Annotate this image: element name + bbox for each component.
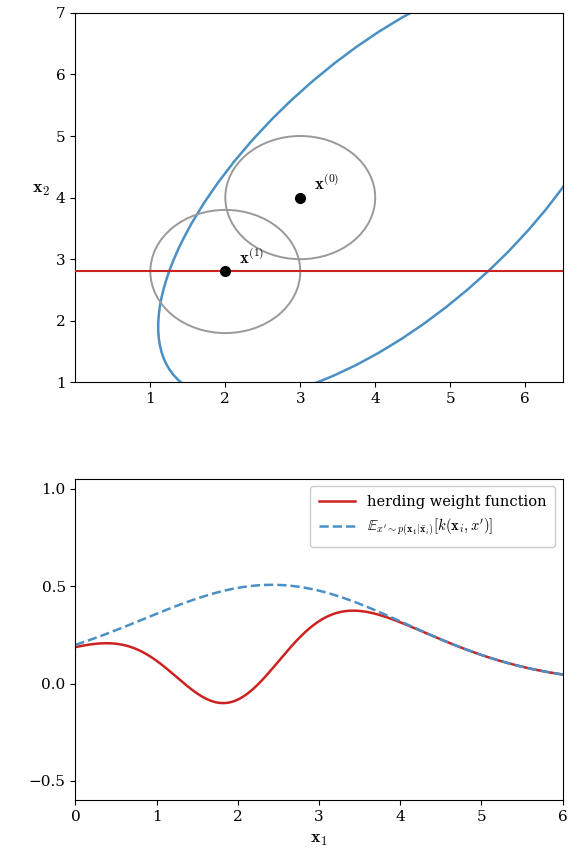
herding weight function	[72, 642, 79, 652]
$\mathbb{E}_{x'\sim p(\mathbf{x}_1|\bar{\mathbf{x}}_i)}[k(\mathbf{x}_i, x')]$	[72, 639, 79, 650]
$\mathbb{E}_{x'\sim p(\mathbf{x}_1|\bar{\mathbf{x}}_i)}[k(\mathbf{x}_i, x')]$	[360, 600, 367, 610]
$\mathbb{E}_{x'\sim p(\mathbf{x}_1|\bar{\mathbf{x}}_i)}[k(\mathbf{x}_i, x')]$	[158, 607, 165, 617]
X-axis label: $\mathbf{x}_1$: $\mathbf{x}_1$	[310, 829, 328, 847]
$\mathbb{E}_{x'\sim p(\mathbf{x}_1|\bar{\mathbf{x}}_i)}[k(\mathbf{x}_i, x')]$	[398, 617, 405, 627]
herding weight function	[399, 618, 406, 628]
herding weight function	[158, 659, 165, 669]
Legend: herding weight function, $\mathbb{E}_{x'\sim p(\mathbf{x}_1|\bar{\mathbf{x}}_i)}: herding weight function, $\mathbb{E}_{x'…	[310, 486, 555, 547]
herding weight function	[440, 635, 447, 645]
Text: $\mathbf{x}^{(0)}$: $\mathbf{x}^{(0)}$	[314, 174, 339, 194]
Y-axis label: $\mathbf{x}_2$: $\mathbf{x}_2$	[32, 180, 50, 198]
Line: herding weight function: herding weight function	[75, 610, 563, 703]
herding weight function	[361, 606, 368, 616]
Text: $\mathbf{x}^{(1)}$: $\mathbf{x}^{(1)}$	[239, 248, 264, 268]
$\mathbb{E}_{x'\sim p(\mathbf{x}_1|\bar{\mathbf{x}}_i)}[k(\mathbf{x}_i, x')]$	[293, 581, 300, 591]
herding weight function	[220, 698, 227, 708]
$\mathbb{E}_{x'\sim p(\mathbf{x}_1|\bar{\mathbf{x}}_i)}[k(\mathbf{x}_i, x')]$	[559, 669, 566, 680]
$\mathbb{E}_{x'\sim p(\mathbf{x}_1|\bar{\mathbf{x}}_i)}[k(\mathbf{x}_i, x')]$	[440, 635, 447, 645]
$\mathbb{E}_{x'\sim p(\mathbf{x}_1|\bar{\mathbf{x}}_i)}[k(\mathbf{x}_i, x')]$	[197, 592, 204, 603]
$\mathbb{E}_{x'\sim p(\mathbf{x}_1|\bar{\mathbf{x}}_i)}[k(\mathbf{x}_i, x')]$	[269, 580, 276, 590]
herding weight function	[350, 605, 357, 615]
herding weight function	[197, 691, 204, 701]
herding weight function	[559, 669, 566, 680]
herding weight function	[293, 635, 300, 645]
Line: $\mathbb{E}_{x'\sim p(\mathbf{x}_1|\bar{\mathbf{x}}_i)}[k(\mathbf{x}_i, x')]$: $\mathbb{E}_{x'\sim p(\mathbf{x}_1|\bar{…	[75, 585, 563, 675]
